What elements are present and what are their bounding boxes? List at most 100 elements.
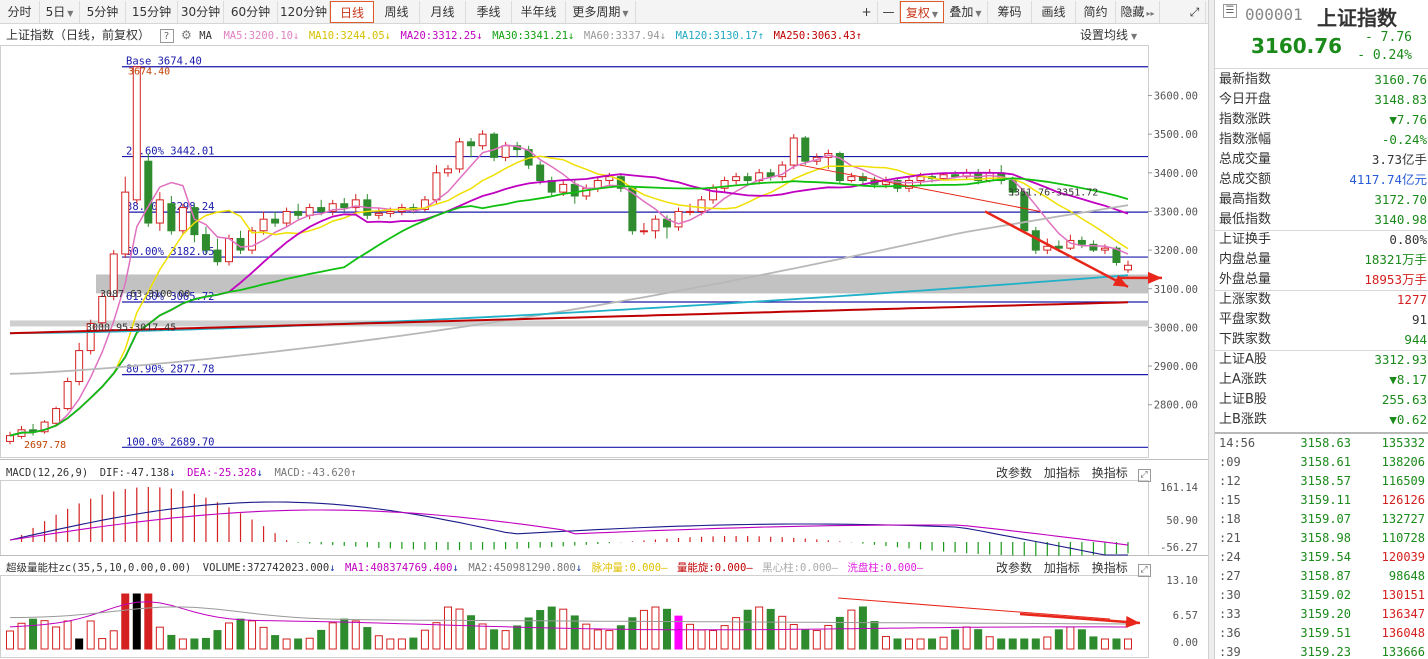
quote-label: 平盘家数 (1219, 312, 1272, 327)
tab-4[interactable]: 30分钟 (178, 1, 224, 23)
tab-7[interactable]: 日线 (330, 1, 374, 23)
volume-bar (1124, 638, 1132, 650)
tick-price: 3159.02 (1300, 588, 1351, 602)
dea-arrow-icon: ↓ (256, 467, 263, 479)
tab-9[interactable]: 月线 (420, 1, 466, 23)
ma120-value: MA120:3130.17 (675, 30, 758, 42)
toolbar-button-5[interactable]: 画线 (1032, 1, 1076, 23)
quote-row: 上B涨跌 ▼0.62 (1215, 410, 1428, 430)
tab-10[interactable]: 季线 (466, 1, 512, 23)
expand-icon[interactable]: ⤢ (1137, 564, 1151, 577)
macd-name: MACD(12,26,9) (6, 467, 89, 479)
quote-row: 下跌家数 944 (1215, 330, 1428, 350)
tab-3[interactable]: 15分钟 (126, 1, 178, 23)
volume-bar (167, 634, 176, 650)
gear-icon[interactable]: ⚙ (181, 28, 192, 42)
candle-body (420, 199, 429, 211)
candle-body (905, 180, 914, 189)
volume-bar (893, 638, 902, 650)
tick-row: :27 3158.87 98648 (1215, 567, 1428, 586)
ma250-value: MA250:3063.43 (773, 30, 856, 42)
candle-body (40, 421, 49, 433)
volume-bar (939, 636, 948, 650)
panel-divider[interactable] (1208, 0, 1214, 659)
tab-8[interactable]: 周线 (374, 1, 420, 23)
candle-body (639, 230, 648, 233)
candle-body (271, 218, 280, 224)
volume-bar (374, 635, 383, 650)
volume-bar (224, 622, 233, 650)
chart-title: 上证指数（日线，前复权） (6, 28, 151, 42)
toolbar-button-label: 画线 (1041, 5, 1066, 19)
tab-0[interactable]: 分时 (0, 1, 40, 23)
tab-11[interactable]: 半年线 (512, 1, 566, 23)
toolbar-button-6[interactable]: 简约 (1076, 1, 1116, 23)
vol-param-button[interactable]: 改参数 (996, 561, 1033, 575)
volume-bar (1112, 638, 1121, 650)
toolbar-button-2[interactable]: 复权 ▼ (900, 1, 944, 23)
price-axis-label: 3000.00 (1154, 322, 1198, 334)
quote-row: 平盘家数 91 (1215, 310, 1428, 330)
expand-icon[interactable]: ⤢ (1137, 469, 1151, 482)
vol-switch-button[interactable]: 换指标 (1091, 561, 1128, 575)
toolbar-button-4[interactable]: 筹码 (988, 1, 1032, 23)
ma120-arrow-icon: ↑ (757, 30, 765, 42)
candle-body (1112, 247, 1121, 263)
candle-body (547, 180, 556, 193)
volume-bar (881, 636, 890, 650)
tick-time: :33 (1219, 607, 1241, 621)
macd-switch-button[interactable]: 换指标 (1091, 466, 1128, 480)
toolbar-button-1[interactable]: — (878, 1, 900, 23)
tick-volume: 126126 (1381, 493, 1425, 507)
price-change: - 7.76 (1365, 30, 1412, 45)
quote-row: 最新指数 3160.76 (1215, 70, 1428, 90)
candle-body (686, 210, 695, 213)
tab-12[interactable]: 更多周期 ▼ (566, 1, 636, 23)
ma60-arrow-icon: ↓ (659, 30, 667, 42)
volume-bar (985, 636, 994, 650)
vol-l1: 脉冲量:0.000 (591, 562, 662, 574)
ma20-value: MA20:3312.25 (400, 30, 477, 42)
candle-body (939, 174, 948, 180)
quote-label: 总成交量 (1219, 152, 1272, 167)
tick-time: :21 (1219, 531, 1241, 545)
volume-bar (605, 630, 614, 650)
volume-bar (52, 626, 61, 650)
macd-buttons: 改参数 加指标 换指标 ⤢ (996, 463, 1151, 483)
toolbar-button-0[interactable]: + (856, 1, 878, 23)
tick-time: :27 (1219, 569, 1241, 583)
volume-bar (259, 626, 268, 650)
tick-price: 3159.54 (1300, 550, 1351, 564)
toolbar-button-7[interactable]: 隐藏 ▸▸ (1116, 1, 1160, 23)
candle-body (1043, 245, 1052, 251)
tick-volume: 136048 (1381, 626, 1425, 640)
help-icon[interactable]: ? (159, 29, 174, 43)
vol-l3: 黑心柱:0.000 (762, 562, 832, 574)
tab-6[interactable]: 120分钟 (278, 1, 330, 23)
kline-chart-area[interactable]: 3600.00 3500.00 3400.00 3300.00 3200.00 3100.… (0, 25, 1208, 659)
chevron-down-icon: ▼ (975, 9, 982, 18)
fullscreen-icon[interactable]: ⤢ (1184, 1, 1206, 23)
volume-bar (593, 629, 602, 650)
volume-bar (351, 620, 360, 650)
tab-1[interactable]: 5日 ▼ (40, 1, 80, 23)
vol-add-button[interactable]: 加指标 (1043, 561, 1080, 575)
macd-add-button[interactable]: 加指标 (1043, 466, 1080, 480)
fib-label: 50.00% 3182.05 (126, 246, 215, 258)
toolbar-button-3[interactable]: 叠加 ▼ (944, 1, 988, 23)
tab-2[interactable]: 5分钟 (80, 1, 126, 23)
candle-body (75, 350, 84, 383)
fib-label: Base 3674.40 (126, 56, 202, 68)
vol-ma2: MA2:450981290.800 (468, 562, 576, 574)
volume-bar (282, 638, 291, 650)
menu-icon[interactable]: ☰ (1223, 4, 1237, 18)
candle-body (52, 408, 61, 424)
candle-body (835, 152, 844, 182)
tab-5[interactable]: 60分钟 (224, 1, 278, 23)
tick-row: :36 3159.51 136048 (1215, 624, 1428, 643)
kline-chart-svg[interactable]: 3600.00 3500.00 3400.00 3300.00 3200.00 3100.… (0, 25, 1208, 659)
macd-param-button[interactable]: 改参数 (996, 466, 1033, 480)
quote-value: 3.73亿手 (1371, 152, 1427, 167)
volume-bar (732, 617, 741, 650)
ma-settings-button[interactable]: 设置均线 ▼ (1080, 25, 1137, 45)
